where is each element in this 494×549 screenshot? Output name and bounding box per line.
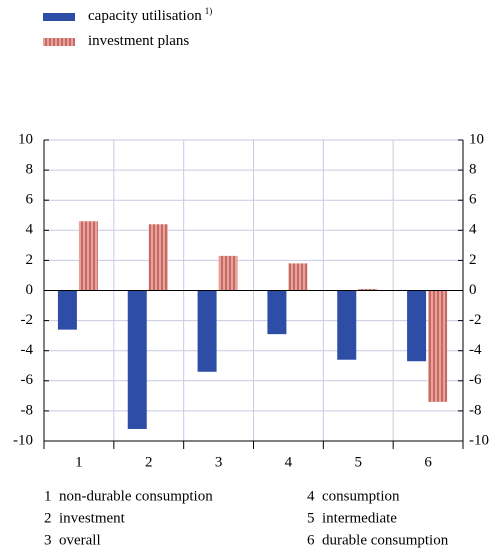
legend-note: 1) [205, 6, 213, 16]
legend-swatch [43, 13, 75, 21]
y2-tick-label: 2 [469, 252, 477, 268]
y-tick-label: -10 [13, 432, 33, 448]
y-tick-label: 10 [18, 131, 33, 147]
y-tick-label: -6 [21, 372, 34, 388]
bar [428, 290, 448, 402]
note-label: consumption [322, 488, 400, 504]
bar [78, 221, 98, 291]
bar [267, 290, 287, 335]
legend-name: investment plans [88, 33, 189, 49]
legend-swatch [43, 38, 75, 46]
bar [407, 290, 427, 362]
y-tick-label: -2 [21, 312, 34, 328]
y-tick-label: 8 [26, 162, 34, 178]
legend-name: capacity utilisation [88, 8, 202, 24]
y2-tick-label: -10 [469, 432, 489, 448]
x-tick-label: 2 [145, 454, 153, 470]
y2-tick-label: 6 [469, 192, 477, 208]
bar [127, 290, 147, 429]
y2-tick-label: -2 [469, 312, 482, 328]
x-tick-label: 1 [75, 454, 83, 470]
bar [57, 290, 77, 330]
x-tick-label: 3 [215, 454, 223, 470]
note-number: 1 [44, 488, 52, 504]
note-label: durable consumption [322, 532, 449, 548]
bar [148, 224, 168, 291]
bar [218, 255, 238, 291]
note-number: 3 [44, 532, 52, 548]
y-tick-label: 0 [26, 282, 34, 298]
note-number: 2 [44, 510, 52, 526]
y-tick-label: -4 [21, 342, 34, 358]
legend-label: capacity utilisation 1) [88, 6, 212, 24]
x-tick-label: 5 [355, 454, 363, 470]
note-number: 6 [307, 532, 315, 548]
y-tick-label: 2 [26, 252, 34, 268]
bar [358, 288, 378, 291]
y2-tick-label: 8 [469, 162, 477, 178]
bar [337, 290, 357, 360]
bar [288, 263, 308, 291]
y2-tick-label: -6 [469, 372, 482, 388]
y2-tick-label: 0 [469, 282, 477, 298]
y2-tick-label: -8 [469, 402, 482, 418]
y2-tick-label: -4 [469, 342, 482, 358]
note-label: non-durable consumption [59, 488, 213, 504]
y-tick-label: 6 [26, 192, 34, 208]
x-tick-label: 4 [285, 454, 293, 470]
x-tick-label: 6 [424, 454, 432, 470]
y-tick-label: -8 [21, 402, 34, 418]
legend-label: investment plans [88, 33, 189, 49]
note-label: investment [59, 510, 126, 526]
note-label: intermediate [322, 510, 397, 526]
note-number: 5 [307, 510, 315, 526]
y-tick-label: 4 [26, 222, 34, 238]
note-number: 4 [307, 488, 315, 504]
y2-tick-label: 4 [469, 222, 477, 238]
y2-tick-label: 10 [469, 131, 484, 147]
note-label: overall [59, 532, 101, 548]
bar [197, 290, 217, 372]
